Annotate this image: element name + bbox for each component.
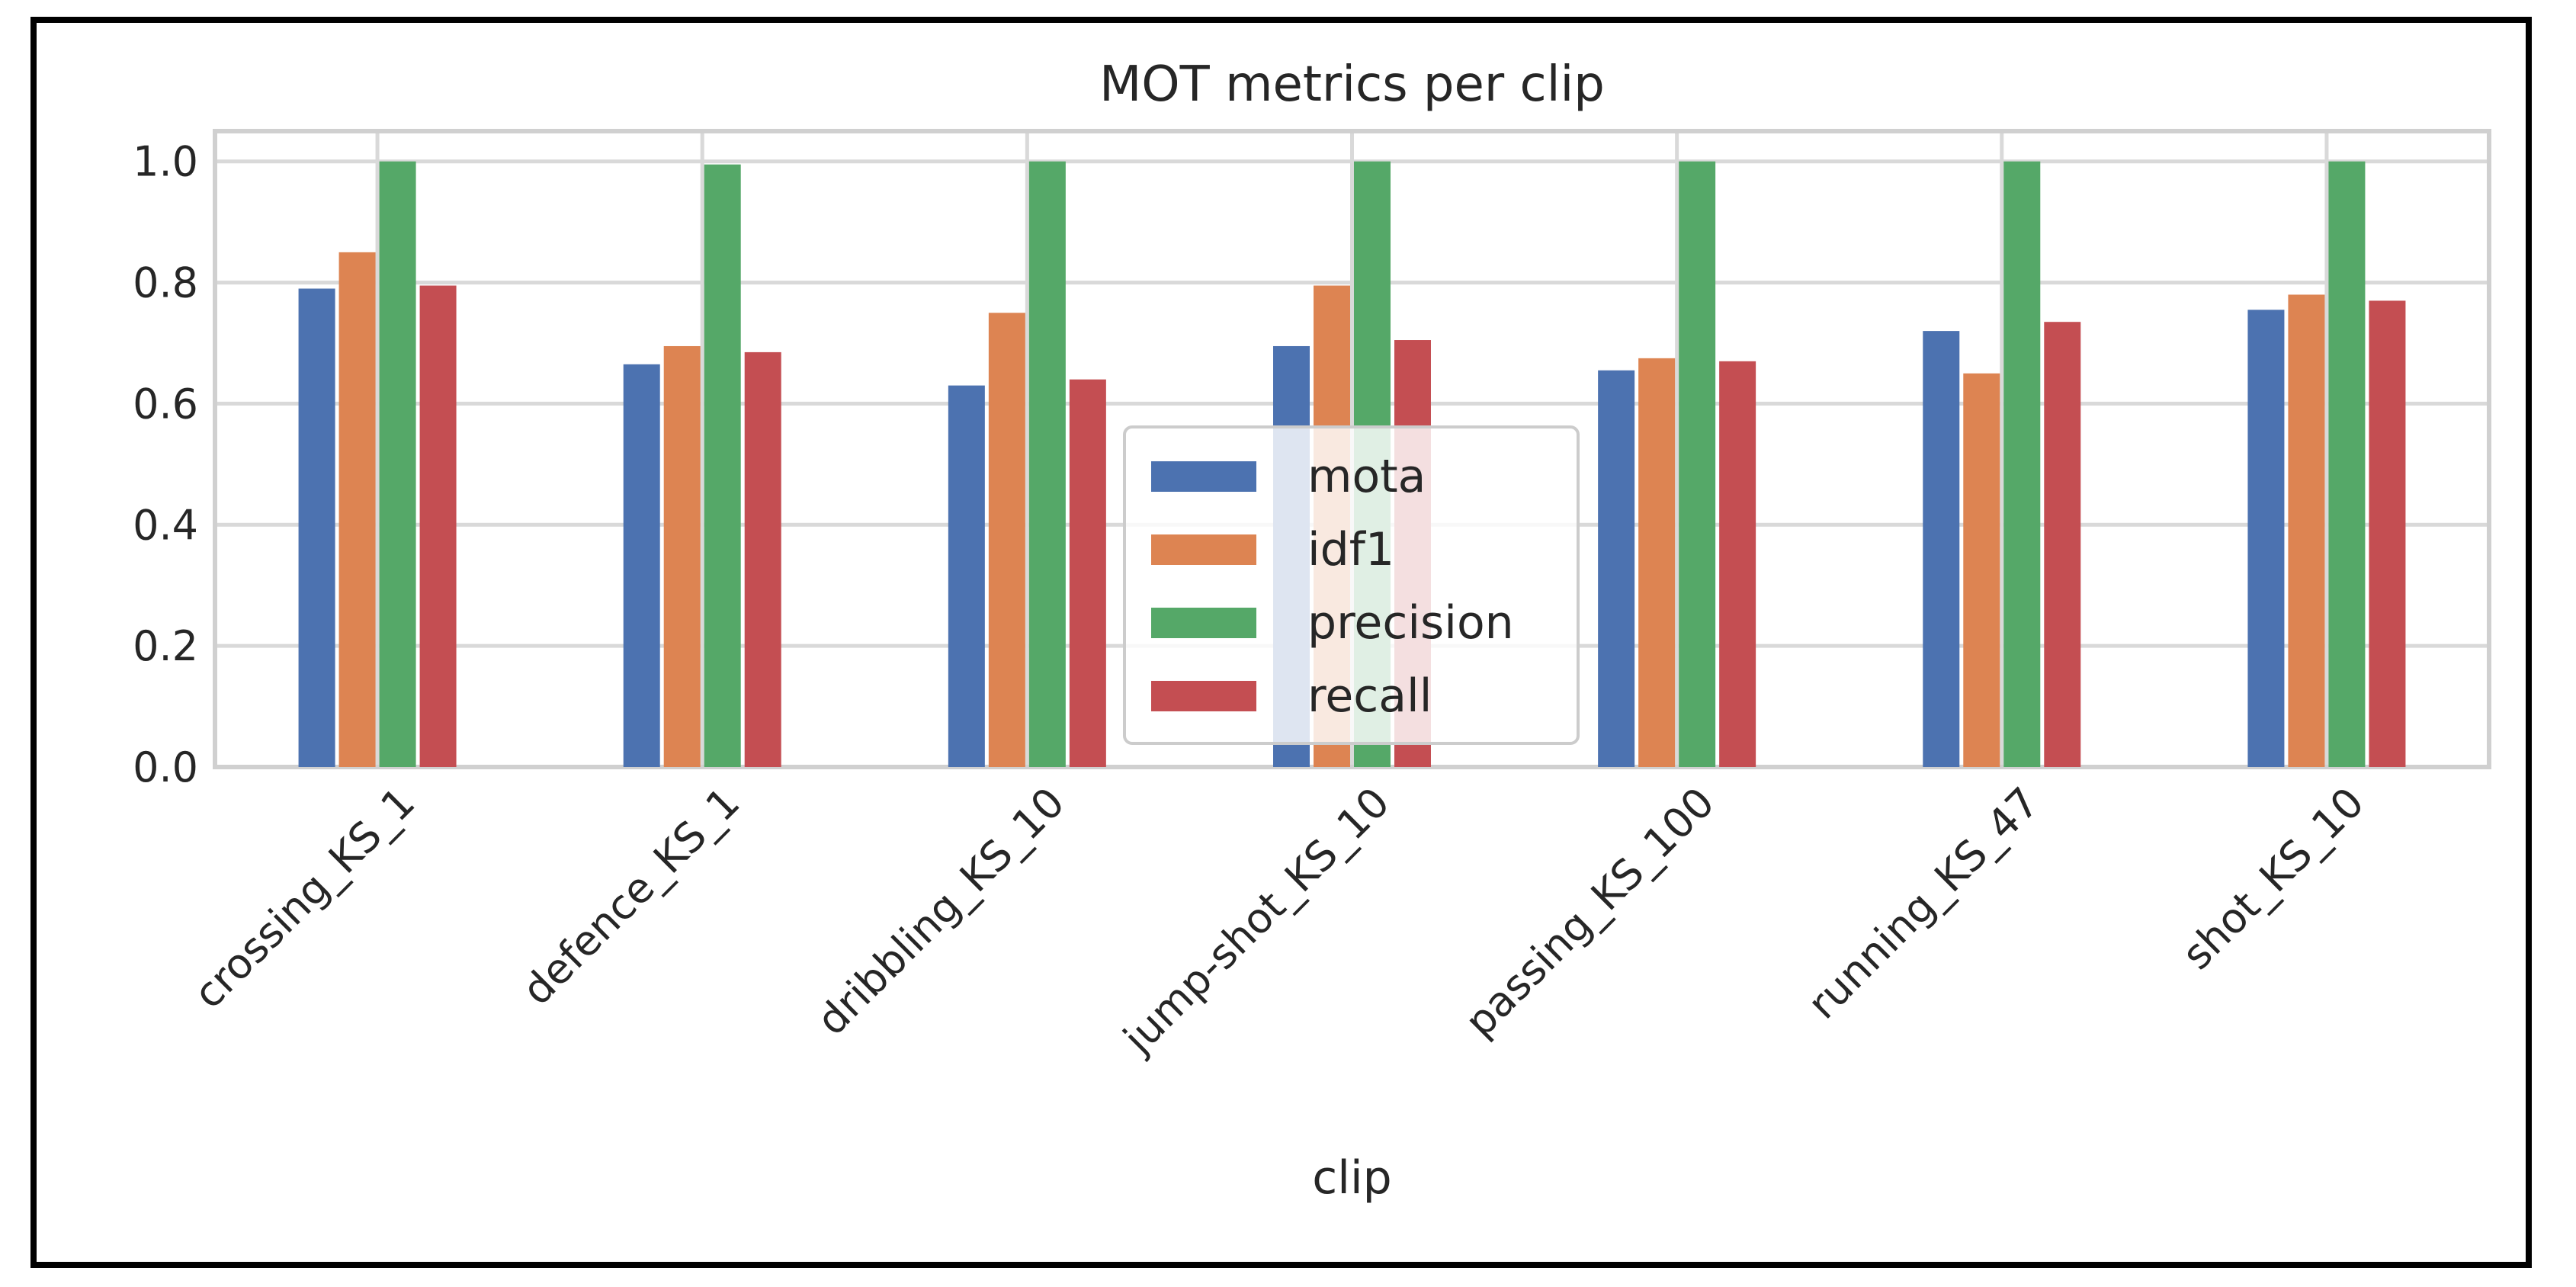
x-tick-label: jump-shot_KS_10 — [1114, 778, 1399, 1064]
legend-swatch-precision — [1151, 608, 1256, 638]
bar-mota-running_KS_47 — [1923, 331, 1960, 768]
bar-precision-defence_KS_1 — [704, 164, 741, 767]
bar-recall-shot_KS_10 — [2369, 300, 2406, 767]
chart-title: MOT metrics per clip — [1099, 56, 1605, 113]
bar-precision-dribbling_KS_10 — [1028, 161, 1066, 767]
bar-mota-dribbling_KS_10 — [948, 385, 985, 767]
x-tick-label: dribbling_KS_10 — [807, 778, 1073, 1045]
x-tick-label: passing_KS_100 — [1455, 778, 1723, 1046]
bar-idf1-dribbling_KS_10 — [988, 313, 1025, 767]
legend-box — [1123, 425, 1580, 745]
bar-mota-shot_KS_10 — [2247, 310, 2285, 767]
bar-recall-running_KS_47 — [2044, 322, 2081, 767]
bar-recall-passing_KS_100 — [1719, 361, 1756, 767]
bar-precision-running_KS_47 — [2003, 161, 2041, 767]
legend-label-precision: precision — [1307, 596, 1514, 650]
legend-swatch-idf1 — [1151, 534, 1256, 565]
x-tick-label: defence_KS_1 — [513, 778, 749, 1015]
x-tick-label: running_KS_47 — [1798, 778, 2048, 1029]
bar-precision-crossing_KS_1 — [379, 161, 416, 767]
bar-mota-passing_KS_100 — [1598, 370, 1635, 767]
y-tick-label: 1.0 — [133, 138, 198, 186]
y-tick-labels: 0.0 0.2 0.4 0.6 0.8 1.0 — [133, 138, 198, 791]
bar-recall-crossing_KS_1 — [419, 285, 457, 767]
x-axis-label: clip — [1312, 1151, 1391, 1205]
bar-idf1-shot_KS_10 — [2288, 294, 2325, 767]
x-tick-label: crossing_KS_1 — [184, 778, 424, 1018]
bar-recall-dribbling_KS_10 — [1069, 379, 1106, 767]
y-tick-label: 0.2 — [133, 622, 198, 670]
bar-precision-passing_KS_100 — [1679, 161, 1716, 767]
legend-swatch-recall — [1151, 681, 1256, 711]
bar-idf1-crossing_KS_1 — [338, 252, 376, 767]
bar-idf1-running_KS_47 — [1963, 373, 2000, 767]
y-tick-label: 0.8 — [133, 259, 198, 307]
bar-idf1-defence_KS_1 — [663, 345, 701, 767]
plot-area — [213, 129, 2491, 769]
bar-idf1-passing_KS_100 — [1638, 358, 1676, 767]
x-tick-label: shot_KS_10 — [2173, 778, 2373, 979]
y-tick-label: 0.0 — [133, 743, 198, 791]
legend-swatch-mota — [1151, 461, 1256, 492]
bar-recall-defence_KS_1 — [744, 351, 781, 767]
bar-mota-defence_KS_1 — [623, 364, 660, 767]
legend-label-mota: mota — [1307, 450, 1426, 503]
legend: mota idf1 precision recall — [1123, 425, 1580, 745]
y-tick-label: 0.4 — [133, 501, 198, 549]
legend-label-recall: recall — [1307, 669, 1432, 723]
bar-precision-shot_KS_10 — [2328, 161, 2366, 767]
legend-label-idf1: idf1 — [1307, 523, 1394, 576]
y-tick-label: 0.6 — [133, 380, 198, 428]
x-tick-labels: crossing_KS_1 defence_KS_1 dribbling_KS_10… — [184, 778, 2373, 1064]
bar-mota-crossing_KS_1 — [298, 288, 335, 767]
